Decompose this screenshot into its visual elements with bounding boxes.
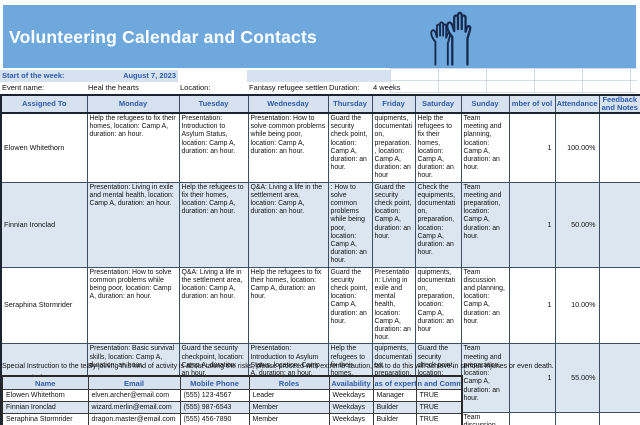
calendar-header-4[interactable]: Thursday [327, 94, 373, 114]
calendar-cell-2-10[interactable] [598, 266, 640, 345]
contacts-header-2[interactable]: Mobile Phone [179, 375, 250, 390]
calendar-cell-2-9[interactable]: 10.00% [554, 266, 600, 345]
calendar-cell-3-8[interactable]: 1 [508, 343, 556, 414]
calendar-header-5[interactable]: Friday [371, 94, 416, 114]
calendar-cell-0-6[interactable]: Help the refugees to fix their homes, lo… [414, 112, 462, 183]
calendar-cell-1-8[interactable]: 1 [508, 181, 556, 268]
contacts-cell-2-2[interactable]: (555) 456-7890 [179, 413, 250, 425]
contacts-cell-1-0[interactable]: Finnian Ironclad [1, 401, 89, 414]
calendar-cell-2-1[interactable]: Presentation: How to solve common proble… [86, 266, 180, 345]
contacts-cell-2-1[interactable]: dragon.master@email.com [87, 413, 181, 425]
calendar-cell-2-2[interactable]: Q&A: Living a life in the settlement are… [178, 266, 249, 345]
special-instruction-label: Special Instruction to the tea [2, 363, 88, 370]
duration-label: Duration: [329, 83, 360, 92]
contacts-cell-1-2[interactable]: (555) 987-6543 [179, 401, 250, 414]
contacts-cell-2-3[interactable]: Member [248, 413, 330, 425]
contacts-header-1[interactable]: Email [87, 375, 181, 390]
contacts-cell-2-5[interactable]: Builder [372, 413, 417, 425]
calendar-cell-0-10[interactable] [598, 112, 640, 183]
calendar-cell-2-3[interactable]: Help the refugees to fix their homes, lo… [247, 266, 329, 345]
contacts-cell-0-2[interactable]: (555) 123-4567 [179, 389, 250, 402]
calendar-cell-0-2[interactable]: Presentation: Introduction to Asylum Sta… [178, 112, 249, 183]
calendar-cell-1-4[interactable]: : How to solve common problems while bei… [327, 181, 373, 268]
contacts-cell-1-5[interactable]: Builder [372, 401, 417, 414]
calendar-cell-3-7[interactable]: Team meeting and preparation, location: … [460, 343, 510, 414]
start-week-band2 [247, 70, 390, 82]
calendar-cell-1-6[interactable]: Check the equipments, documentation, pre… [414, 181, 462, 268]
calendar-cell-4-10[interactable] [598, 412, 640, 425]
calendar-cell-1-5[interactable]: Guard the security check point, location… [371, 181, 416, 268]
calendar-cell-2-5[interactable]: Presentation: Living in exile and mental… [371, 266, 416, 345]
calendar-cell-1-2[interactable]: Help the refugees to fix their homes, lo… [178, 181, 249, 268]
title-banner: Volunteering Calendar and Contacts [3, 5, 636, 68]
calendar-header-10[interactable]: Feedback and Notes [598, 94, 640, 114]
calendar-cell-0-1[interactable]: Help the refugees to fix their homes, lo… [86, 112, 180, 183]
contacts-cell-0-0[interactable]: Elowen Whitethorn [1, 389, 89, 402]
calendar-cell-2-8[interactable]: 1 [508, 266, 556, 345]
empty-grid-top-right [390, 68, 637, 93]
calendar-cell-2-6[interactable]: quipments, documentation, preparation, l… [414, 266, 462, 345]
calendar-cell-2-7[interactable]: Team discussion and planning, location: … [460, 266, 510, 345]
calendar-cell-0-7[interactable]: Team meeting and planning, location: Cam… [460, 112, 510, 183]
calendar-header-7[interactable]: Sunday [460, 94, 510, 114]
calendar-cell-3-9[interactable]: 55.00% [554, 343, 600, 414]
contacts-cell-1-3[interactable]: Member [248, 401, 330, 414]
calendar-cell-0-3[interactable]: Presentation: How to solve common proble… [247, 112, 329, 183]
contacts-cell-1-1[interactable]: wizard.merlin@email.com [87, 401, 181, 414]
start-week-band [0, 70, 178, 82]
contacts-table: Name Email Mobile Phone Roles Availability as… [1, 375, 463, 425]
contacts-cell-0-4[interactable]: Weekdays [328, 389, 374, 402]
calendar-header-1[interactable]: Monday [86, 94, 180, 114]
location-label: Location: [180, 83, 211, 92]
calendar-cell-3-10[interactable] [598, 343, 640, 414]
raised-hands-icon [430, 11, 472, 66]
calendar-cell-0-8[interactable]: 1 [508, 112, 556, 183]
calendar-cell-4-7[interactable]: Team discussion and planning, location: … [460, 412, 510, 425]
calendar-header-0[interactable]: Assigned To [0, 94, 88, 114]
calendar-cell-2-4[interactable]: Guard the security check point, location… [327, 266, 373, 345]
calendar-cell-1-3[interactable]: Q&A: Living a life in the settlement are… [247, 181, 329, 268]
calendar-cell-1-9[interactable]: 50.00% [554, 181, 600, 268]
start-week-value[interactable]: August 7, 2023 [123, 71, 176, 80]
calendar-header-3[interactable]: Wednesday [247, 94, 329, 114]
calendar-cell-0-9[interactable]: 100.00% [554, 112, 600, 183]
calendar-cell-4-8[interactable]: 3 [508, 412, 556, 425]
contacts-cell-0-1[interactable]: elven.archer@email.com [87, 389, 181, 402]
start-week-label: Start of the week: [2, 71, 65, 80]
calendar-cell-0-0[interactable]: Elowen Whitethorn [0, 112, 88, 183]
calendar-cell-4-9[interactable]: 70.00% [554, 412, 600, 425]
special-instruction-text: By joining this kind of activity is abou… [88, 363, 554, 370]
contacts-header-6[interactable]: n and Comm [415, 375, 463, 390]
location-value[interactable]: Fantasy refugee settlement [249, 83, 327, 92]
calendar-cell-1-0[interactable]: Finnian Ironclad [0, 181, 88, 268]
contacts-cell-2-0[interactable]: Seraphina Stormrider [1, 413, 89, 425]
contacts-cell-0-5[interactable]: Manager [372, 389, 417, 402]
event-name-value[interactable]: Heal the hearts [88, 83, 139, 92]
duration-value[interactable]: 4 weeks [373, 83, 401, 92]
calendar-cell-2-0[interactable]: Seraphina Stormrider [0, 266, 88, 345]
calendar-cell-1-10[interactable] [598, 181, 640, 268]
contacts-header-4[interactable]: Availability [328, 375, 374, 390]
contacts-header-3[interactable]: Roles [248, 375, 330, 390]
calendar-header-6[interactable]: Saturday [414, 94, 462, 114]
calendar-header-9[interactable]: Attendance [554, 94, 600, 114]
contacts-header-5[interactable]: as of expert [372, 375, 417, 390]
event-name-label: Event name: [2, 83, 45, 92]
calendar-cell-0-4[interactable]: Guard the security check point, location… [327, 112, 373, 183]
calendar-cell-1-7[interactable]: Team meeting and preparation, location: … [460, 181, 510, 268]
contacts-cell-2-6[interactable]: TRUE [415, 413, 463, 425]
contacts-cell-1-4[interactable]: Weekdays [328, 401, 374, 414]
calendar-cell-0-5[interactable]: quipments, documentation, preparation., … [371, 112, 416, 183]
calendar-header-2[interactable]: Tuesday [178, 94, 249, 114]
calendar-cell-1-1[interactable]: Presentation: Living in exile and mental… [86, 181, 180, 268]
contacts-header-0[interactable]: Name [1, 375, 89, 390]
contacts-cell-1-6[interactable]: TRUE [415, 401, 463, 414]
calendar-header-8[interactable]: mber of vol [508, 94, 556, 114]
contacts-cell-0-3[interactable]: Leader [248, 389, 330, 402]
page-title: Volunteering Calendar and Contacts [9, 27, 317, 47]
contacts-cell-0-6[interactable]: TRUE [415, 389, 463, 402]
contacts-cell-2-4[interactable]: Weekdays [328, 413, 374, 425]
